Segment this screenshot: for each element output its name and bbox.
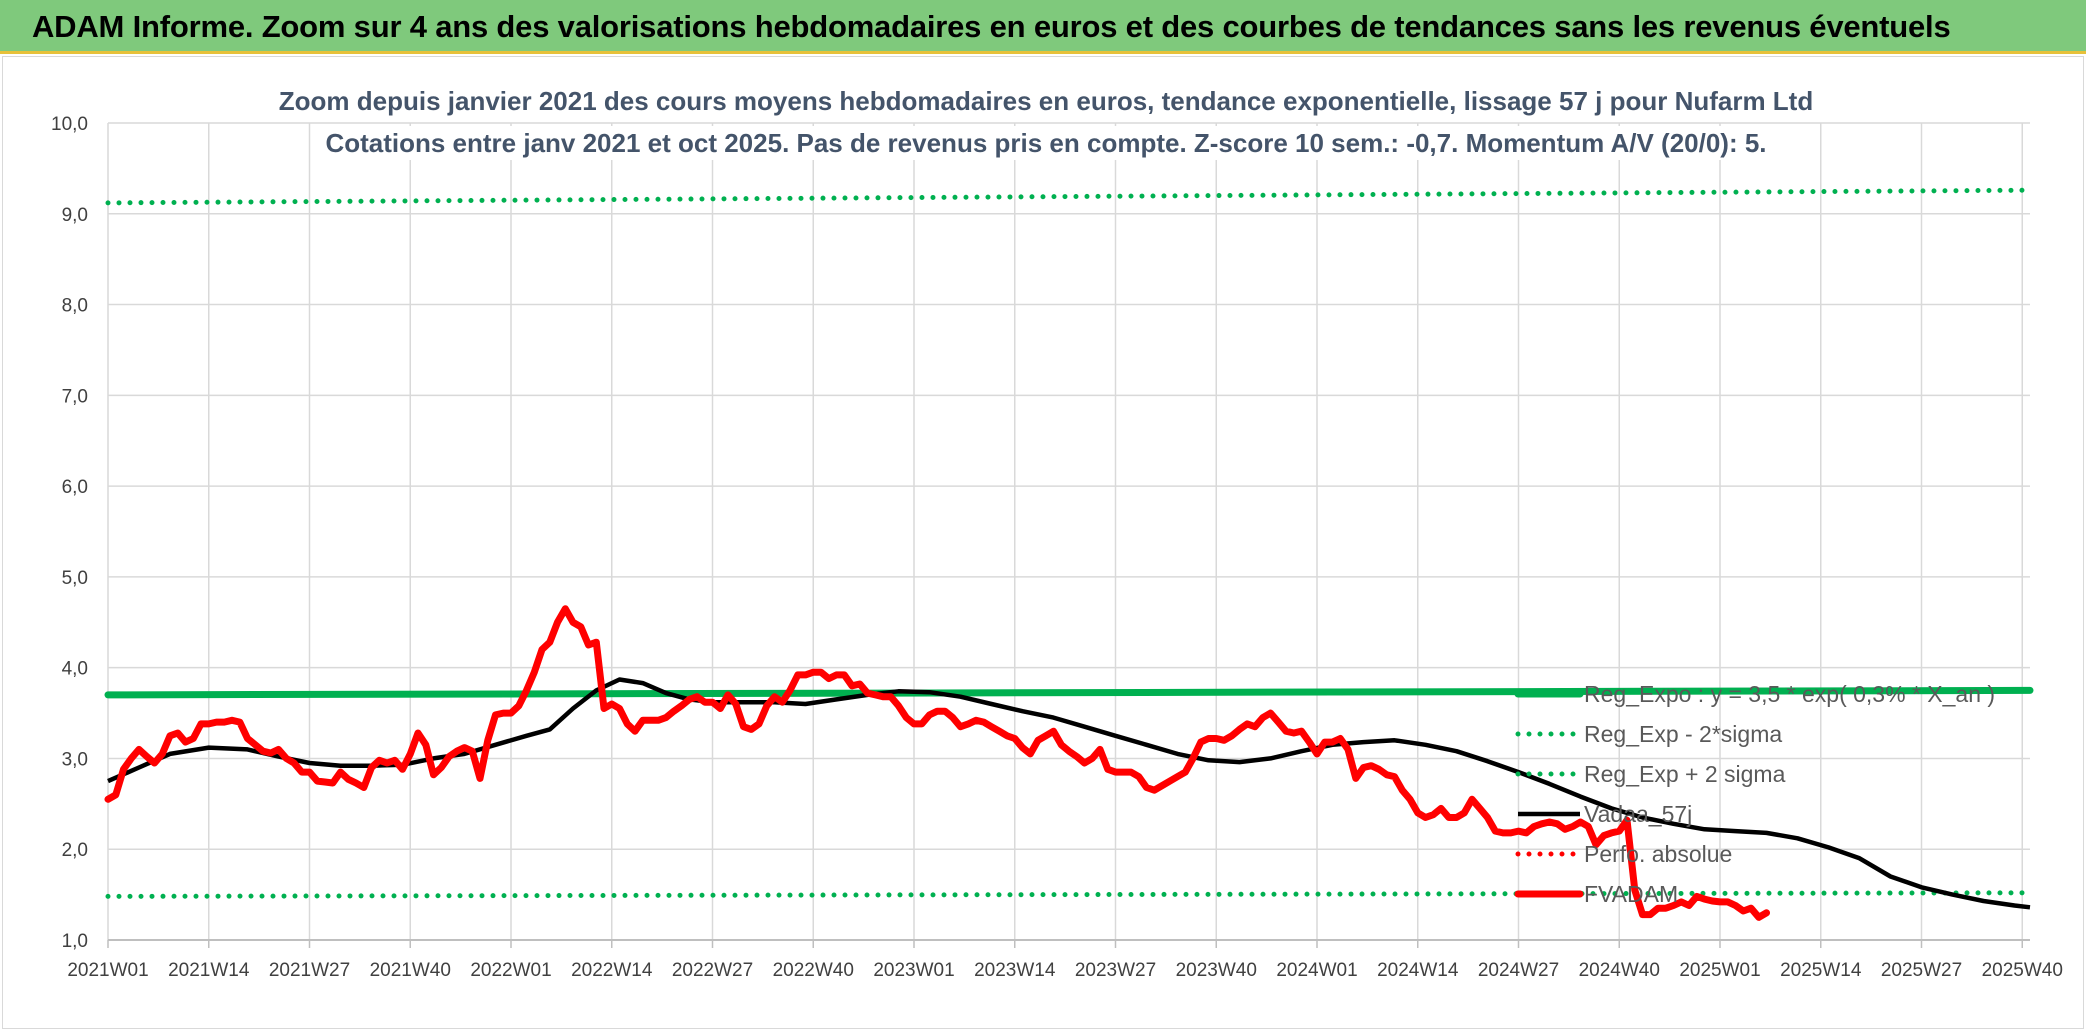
chart-title-line1: Zoom depuis janvier 2021 des cours moyen…: [279, 86, 1813, 116]
x-tick-label: 2025W01: [1679, 960, 1760, 981]
x-tick-label: 2021W40: [370, 960, 451, 981]
legend-label: Vadaa_57j: [1584, 801, 1692, 827]
series-layer: [104, 187, 2034, 921]
y-tick-label: 9,0: [62, 205, 88, 226]
x-tick-label: 2022W14: [571, 960, 653, 981]
x-tick-label: 2023W14: [974, 960, 1056, 981]
series-line-reg-exp-2-sigma: [105, 187, 2033, 206]
series-line-vadaa-57j: [107, 677, 2031, 910]
x-tick-label: 2024W14: [1377, 960, 1459, 981]
banner-title: ADAM Informe. Zoom sur 4 ans des valoris…: [32, 9, 1951, 44]
chart-title-block: Zoom depuis janvier 2021 des cours moyen…: [272, 84, 1820, 160]
series-line-reg-expo-y-3-5-exp-0-3-x-an: [104, 686, 2034, 699]
legend-label: Reg_Expo : y = 3,5 * exp( 0,3% * X_an ): [1584, 681, 1995, 707]
y-tick-label: 10,0: [51, 114, 88, 135]
x-tick-label: 2025W14: [1780, 960, 1862, 981]
chart-frame: [2, 56, 2084, 1029]
x-tick-label: 2024W40: [1579, 960, 1660, 981]
title-background: [272, 84, 1820, 118]
y-tick-label: 3,0: [62, 749, 88, 770]
x-tick-label: 2023W40: [1176, 960, 1257, 981]
banner: ADAM Informe. Zoom sur 4 ans des valoris…: [0, 0, 2086, 54]
title-background: [319, 126, 1773, 160]
gridlines: [107, 122, 2030, 941]
legend: Reg_Expo : y = 3,5 * exp( 0,3% * X_an ) R…: [1514, 681, 1995, 907]
y-tick-label: 8,0: [62, 296, 88, 317]
legend-label: Reg_Exp + 2 sigma: [1584, 761, 1786, 787]
y-axis-ticks: 1,0 2,0 3,0 4,0 5,0 6,0 7,0 8,0 9,0 10,0: [51, 114, 88, 952]
x-tick-label: 2021W01: [67, 960, 148, 981]
x-tick-label: 2022W01: [470, 960, 551, 981]
x-tick-label: 2023W01: [873, 960, 954, 981]
series-line-fvadam: [104, 605, 1770, 921]
y-tick-label: 1,0: [62, 931, 88, 952]
y-tick-label: 7,0: [62, 386, 88, 407]
x-tick-label: 2025W40: [1982, 960, 2063, 981]
y-tick-label: 5,0: [62, 568, 88, 589]
y-tick-label: 6,0: [62, 477, 88, 498]
legend-label: FVADAM: [1584, 881, 1678, 907]
series-line-reg-exp-2-sigma: [105, 890, 2033, 899]
x-axis-ticks: 2021W01 2021W14 2021W27 2021W40 2022W01 2022W…: [67, 939, 2063, 981]
x-tick-label: 2023W27: [1075, 960, 1156, 981]
legend-label: Reg_Exp - 2*sigma: [1584, 721, 1782, 747]
chart-title-line2: Cotations entre janv 2021 et oct 2025. P…: [325, 128, 1766, 158]
y-tick-label: 2,0: [62, 840, 88, 861]
x-tick-label: 2024W01: [1276, 960, 1357, 981]
x-tick-label: 2022W27: [672, 960, 753, 981]
legend-label: Perfo. absolue: [1584, 841, 1732, 867]
x-tick-label: 2021W27: [269, 960, 350, 981]
x-tick-label: 2022W40: [773, 960, 854, 981]
x-tick-label: 2025W27: [1881, 960, 1962, 981]
x-tick-label: 2024W27: [1478, 960, 1559, 981]
x-tick-label: 2021W14: [168, 960, 250, 981]
y-tick-label: 4,0: [62, 659, 88, 680]
